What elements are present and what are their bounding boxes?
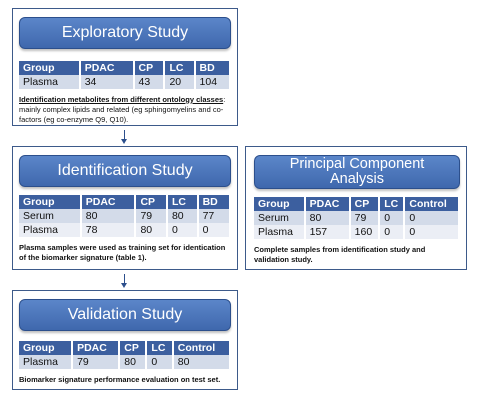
table-cell: 80 (81, 209, 137, 223)
pca-title: Principal Component Analysis (254, 155, 460, 189)
column-header: PDAC (81, 195, 137, 209)
table-cell: 79 (73, 355, 121, 369)
exploratory-note-bold: Identification metabolites from differen… (19, 95, 224, 104)
validation-note: Biomarker signature performance evaluati… (19, 375, 221, 384)
identification-title: Identification Study (19, 155, 231, 187)
flow-arrow-2 (121, 274, 127, 288)
table-cell: Plasma (19, 223, 82, 237)
table-cell: 0 (167, 223, 199, 237)
exploratory-title: Exploratory Study (19, 17, 231, 49)
column-header: PDAC (80, 61, 135, 75)
column-header: CP (136, 195, 168, 209)
table-cell: 0 (405, 225, 460, 239)
table-cell: 0 (380, 225, 406, 239)
table-cell: 77 (198, 209, 231, 223)
table-header-row: Group PDAC CP LC Control (254, 197, 460, 211)
column-header: LC (147, 341, 174, 355)
validation-title: Validation Study (19, 299, 231, 331)
table-cell: Plasma (19, 355, 74, 369)
table-row: Serum 80 79 80 77 (19, 209, 231, 223)
table-cell: 0 (147, 355, 174, 369)
column-header: PDAC (73, 341, 121, 355)
table-cell: 157 (305, 225, 351, 239)
column-header: PDAC (305, 197, 351, 211)
table-cell: 80 (167, 209, 199, 223)
table-cell: 0 (198, 223, 231, 237)
exploratory-note-rest: : mainly complex lipids and related (eg … (19, 95, 226, 124)
pca-panel: Principal Component Analysis Group PDAC … (245, 146, 467, 270)
column-header: Control (405, 197, 460, 211)
pca-table: Group PDAC CP LC Control Serum 80 79 0 0… (254, 197, 460, 239)
validation-table: Group PDAC CP LC Control Plasma 79 80 0 … (19, 341, 231, 369)
table-cell: 80 (173, 355, 231, 369)
pca-note: Complete samples from identification stu… (254, 245, 426, 264)
table-cell: 104 (195, 75, 231, 89)
table-header-row: Group PDAC CP LC BD (19, 61, 231, 75)
column-header: Group (19, 61, 81, 75)
table-cell: 43 (134, 75, 166, 89)
table-row: Plasma 79 80 0 80 (19, 355, 231, 369)
identification-panel: Identification Study Group PDAC CP LC BD… (12, 146, 238, 270)
table-cell: 0 (380, 211, 406, 225)
table-cell: 0 (405, 211, 460, 225)
table-row: Serum 80 79 0 0 (254, 211, 460, 225)
table-cell: 80 (305, 211, 351, 225)
table-cell: 34 (80, 75, 135, 89)
column-header: Group (19, 341, 74, 355)
table-cell: 79 (136, 209, 168, 223)
table-cell: Plasma (19, 75, 81, 89)
table-cell: Serum (19, 209, 82, 223)
table-header-row: Group PDAC CP LC Control (19, 341, 231, 355)
column-header: Control (173, 341, 231, 355)
column-header: Group (19, 195, 82, 209)
column-header: Group (254, 197, 306, 211)
table-cell: 79 (350, 211, 381, 225)
table-cell: 78 (81, 223, 137, 237)
table-row: Plasma 157 160 0 0 (254, 225, 460, 239)
column-header: CP (134, 61, 166, 75)
table-header-row: Group PDAC CP LC BD (19, 195, 231, 209)
identification-note: Plasma samples were used as training set… (19, 243, 226, 262)
table-cell: 20 (165, 75, 196, 89)
table-cell: 80 (120, 355, 148, 369)
table-row: Plasma 34 43 20 104 (19, 75, 231, 89)
table-cell: 80 (136, 223, 168, 237)
flow-arrow-1 (121, 130, 127, 144)
exploratory-table: Group PDAC CP LC BD Plasma 34 43 20 104 (19, 61, 231, 89)
validation-panel: Validation Study Group PDAC CP LC Contro… (12, 290, 238, 390)
table-cell: Plasma (254, 225, 306, 239)
column-header: CP (350, 197, 381, 211)
table-cell: 160 (350, 225, 381, 239)
exploratory-note: Identification metabolites from differen… (19, 95, 233, 124)
column-header: BD (198, 195, 231, 209)
column-header: LC (380, 197, 406, 211)
identification-table: Group PDAC CP LC BD Serum 80 79 80 77 Pl… (19, 195, 231, 237)
column-header: LC (167, 195, 199, 209)
column-header: CP (120, 341, 148, 355)
table-cell: Serum (254, 211, 306, 225)
exploratory-panel: Exploratory Study Group PDAC CP LC BD Pl… (12, 8, 238, 126)
column-header: BD (195, 61, 231, 75)
table-row: Plasma 78 80 0 0 (19, 223, 231, 237)
column-header: LC (165, 61, 196, 75)
